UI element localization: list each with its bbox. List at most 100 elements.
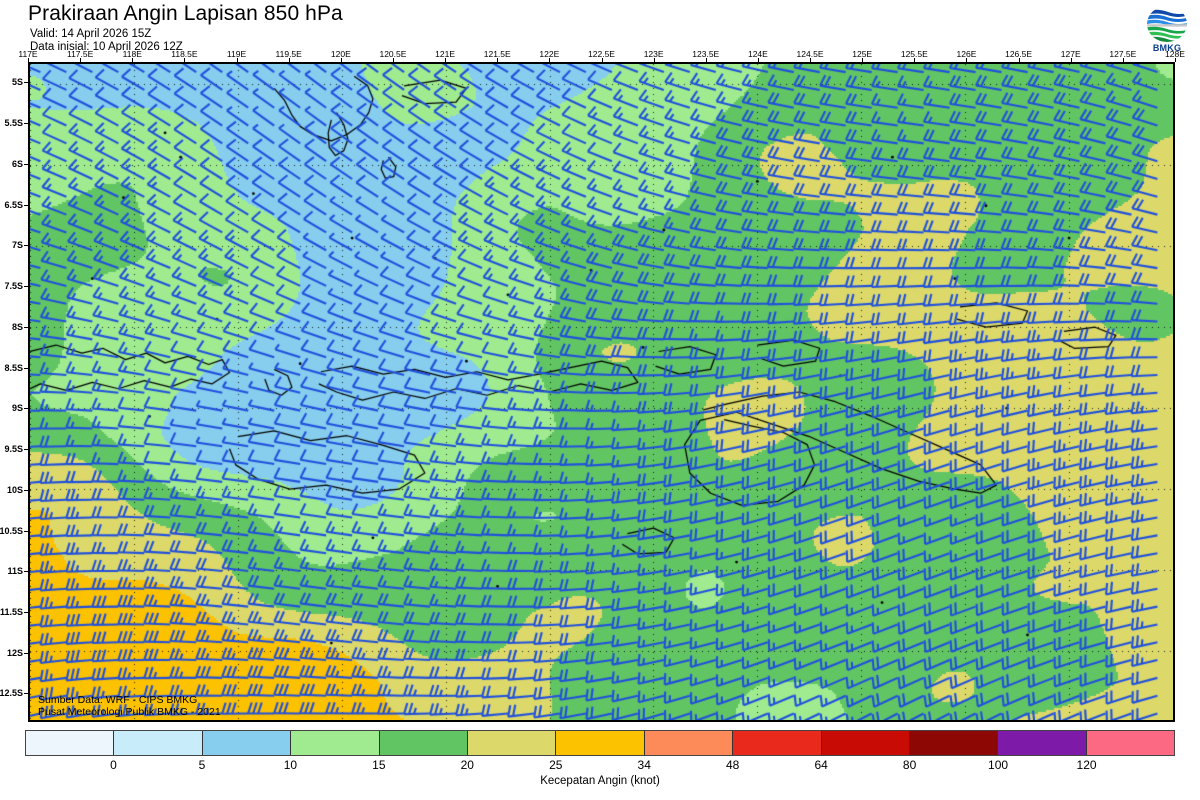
lon-tick-label: 123.5E — [692, 49, 720, 59]
initial-data-label: Data inisial: 10 April 2026 12Z — [30, 41, 183, 53]
colorbar-segment — [643, 731, 733, 755]
lat-tick-mark — [24, 82, 28, 84]
lon-tick-label: 119E — [226, 49, 247, 59]
lat-tick-label: 5.5S — [4, 118, 23, 129]
lat-tick-mark — [24, 123, 28, 125]
lon-tick-label: 117E — [18, 49, 38, 59]
colorbar-segment — [26, 731, 114, 755]
colorbar-segment — [820, 731, 909, 755]
lat-tick-mark — [24, 408, 28, 410]
lon-tick-mark — [497, 58, 499, 62]
colorbar-segment — [997, 731, 1086, 755]
lat-tick-label: 7S — [11, 240, 23, 251]
lat-tick-mark — [24, 449, 28, 451]
lat-tick-mark — [24, 204, 28, 206]
colorbar-tick-label: 0 — [110, 758, 117, 772]
colorbar-tick-label: 34 — [637, 758, 651, 772]
page-title: Prakiraan Angin Lapisan 850 hPa — [28, 2, 343, 25]
lon-tick-mark — [862, 58, 864, 62]
colorbar-segment — [201, 731, 291, 755]
lat-tick-label: 11.5S — [0, 607, 23, 617]
colorbar-tick-label: 64 — [814, 758, 828, 772]
bmkg-logo: BMKG — [1140, 5, 1194, 55]
lon-tick-mark — [288, 58, 290, 62]
lat-tick-label: 9.5S — [4, 444, 23, 455]
lon-tick-label: 118E — [122, 49, 142, 59]
lat-tick-label: 6S — [11, 158, 23, 169]
lat-tick-mark — [24, 286, 28, 288]
lon-tick-mark — [705, 58, 707, 62]
lat-tick-label: 12S — [6, 647, 23, 658]
lat-tick-label: 5S — [11, 77, 23, 88]
lon-tick-label: 125.5E — [900, 49, 928, 59]
lon-tick-mark — [132, 58, 134, 62]
lat-tick-mark — [24, 163, 28, 165]
lat-tick-label: 10S — [6, 484, 23, 495]
lon-tick-mark — [1070, 58, 1072, 62]
lon-tick-mark — [810, 58, 812, 62]
colorbar-caption: Kecepatan Angin (knot) — [540, 775, 660, 787]
lon-tick-label: 120E — [330, 49, 351, 59]
lat-tick-mark — [24, 612, 28, 613]
colorbar-segment — [113, 731, 202, 755]
lon-tick-mark — [392, 58, 394, 62]
wind-field-map — [30, 64, 1173, 720]
lon-tick-label: 122E — [539, 49, 560, 59]
colorbar-strip — [25, 730, 1175, 756]
map-frame — [28, 62, 1175, 722]
lat-tick-label: 7.5S — [4, 281, 23, 292]
map-container: 117E 117.5E 118E 118.5E 119E 119.5E 120E 120.5E… — [0, 49, 1185, 722]
colorbar-tick-label: 25 — [549, 758, 563, 772]
bmkg-logo-text: BMKG — [1152, 43, 1182, 53]
lon-tick-label: 126.5E — [1005, 49, 1033, 59]
lon-tick-label: 120.5E — [379, 49, 407, 59]
lat-tick-label: 11S — [7, 566, 23, 577]
lat-tick-label: 6.5S — [4, 199, 23, 210]
lat-tick-mark — [24, 693, 28, 695]
lat-tick-label: 12.5S — [0, 688, 23, 699]
lon-tick-mark — [28, 58, 29, 62]
lat-tick-mark — [24, 530, 28, 532]
lon-tick-label: 117.5E — [66, 49, 94, 59]
lon-tick-mark — [340, 58, 342, 62]
colorbar-segment — [732, 731, 821, 755]
lat-tick-label: 9S — [11, 403, 23, 414]
lon-tick-label: 124.5E — [796, 49, 824, 59]
colorbar-tick-label: 5 — [198, 758, 206, 772]
lat-tick-mark — [24, 652, 28, 654]
lon-tick-mark — [757, 58, 759, 62]
lon-tick-label: 123E — [643, 49, 664, 59]
colorbar-segment — [555, 731, 644, 755]
colorbar-segment — [466, 731, 556, 755]
lat-tick-label: 10.5S — [0, 525, 23, 536]
lon-tick-mark — [601, 58, 603, 62]
colorbar-tick-label: 15 — [372, 758, 386, 772]
lon-tick-label: 122.5E — [588, 49, 615, 59]
lon-tick-label: 119.5E — [275, 49, 302, 59]
lon-tick-mark — [236, 58, 238, 62]
bmkg-logo-icon — [1147, 6, 1187, 42]
lon-tick-mark — [1122, 58, 1124, 62]
lat-tick-mark — [24, 326, 28, 328]
colorbar-segment — [378, 731, 467, 755]
lat-tick-mark — [24, 367, 28, 369]
colorbar-tick-label: 80 — [902, 758, 917, 772]
lon-tick-mark — [80, 58, 82, 62]
lon-tick-mark — [1018, 58, 1020, 62]
lon-tick-label: 118.5E — [171, 49, 198, 59]
lon-tick-label: 128E — [1165, 49, 1185, 59]
colorbar-segment — [1085, 731, 1175, 755]
lon-tick-mark — [966, 58, 968, 62]
lon-tick-label: 127E — [1060, 49, 1081, 59]
lat-tick-mark — [24, 245, 28, 247]
lon-tick-label: 127.5E — [1109, 49, 1137, 59]
colorbar-tick-label: 48 — [726, 758, 740, 772]
lon-tick-mark — [445, 58, 447, 62]
lon-tick-mark — [184, 58, 186, 62]
lat-tick-label: 8S — [11, 321, 23, 332]
lon-tick-mark — [653, 58, 655, 62]
lon-tick-label: 126E — [956, 49, 977, 59]
valid-time-label: Valid: 14 April 2026 15Z — [30, 28, 152, 40]
lon-tick-label: 121.5E — [483, 49, 511, 59]
colorbar-tick-label: 20 — [460, 758, 474, 772]
